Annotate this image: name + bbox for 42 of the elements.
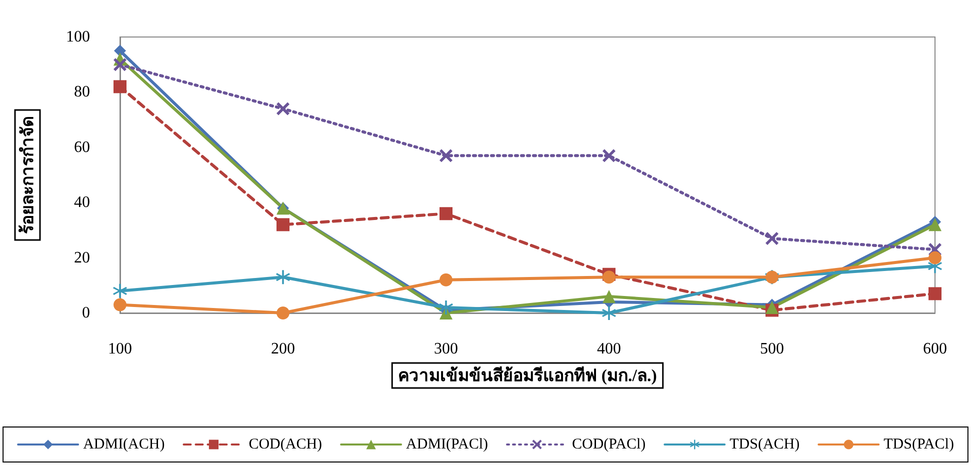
point	[114, 298, 126, 312]
x-tick-label: 400	[597, 340, 621, 358]
point	[928, 287, 942, 300]
legend-label: COD(PACl)	[572, 436, 646, 452]
x-tick-label: 200	[271, 340, 295, 358]
legend-label: TDS(PACl)	[884, 436, 954, 452]
point	[602, 149, 616, 162]
point	[439, 300, 453, 314]
x-tick-label: 100	[108, 340, 132, 358]
x-tick-label: 500	[760, 340, 784, 358]
point	[440, 273, 452, 286]
point	[276, 306, 290, 320]
point	[440, 149, 452, 162]
point	[276, 270, 290, 284]
point	[114, 44, 126, 57]
x-tick-label: 600	[923, 340, 947, 358]
y-tick-label: 40	[74, 194, 90, 212]
legend-label: TDS(ACH)	[730, 436, 800, 452]
point	[114, 58, 126, 72]
point	[113, 284, 127, 298]
point	[766, 232, 778, 245]
y-tick-label: 100	[66, 28, 90, 46]
point	[928, 251, 942, 264]
point	[766, 300, 778, 314]
y-tick-label: 0	[82, 304, 90, 322]
point	[440, 207, 452, 220]
legend-label: ADMI(PACl)	[406, 436, 488, 452]
point	[602, 306, 616, 320]
x-tick-label: 300	[434, 340, 458, 358]
legend-label: COD(ACH)	[248, 436, 322, 452]
point	[114, 80, 126, 94]
point	[602, 290, 616, 303]
y-tick-label: 60	[74, 138, 90, 156]
x-axis-title: ความเข้มข้นสีย้อมรีแอกทีฟ (มก./ล.)	[398, 365, 657, 385]
point	[276, 102, 290, 116]
point	[928, 218, 942, 232]
y-tick-label: 20	[74, 249, 90, 266]
y-tick-label: 80	[74, 84, 90, 101]
point	[276, 218, 290, 232]
y-axis-title: ร้อยละการกำจัด	[18, 116, 37, 234]
point	[602, 270, 616, 284]
legend-label: ADMI(ACH)	[83, 436, 165, 452]
